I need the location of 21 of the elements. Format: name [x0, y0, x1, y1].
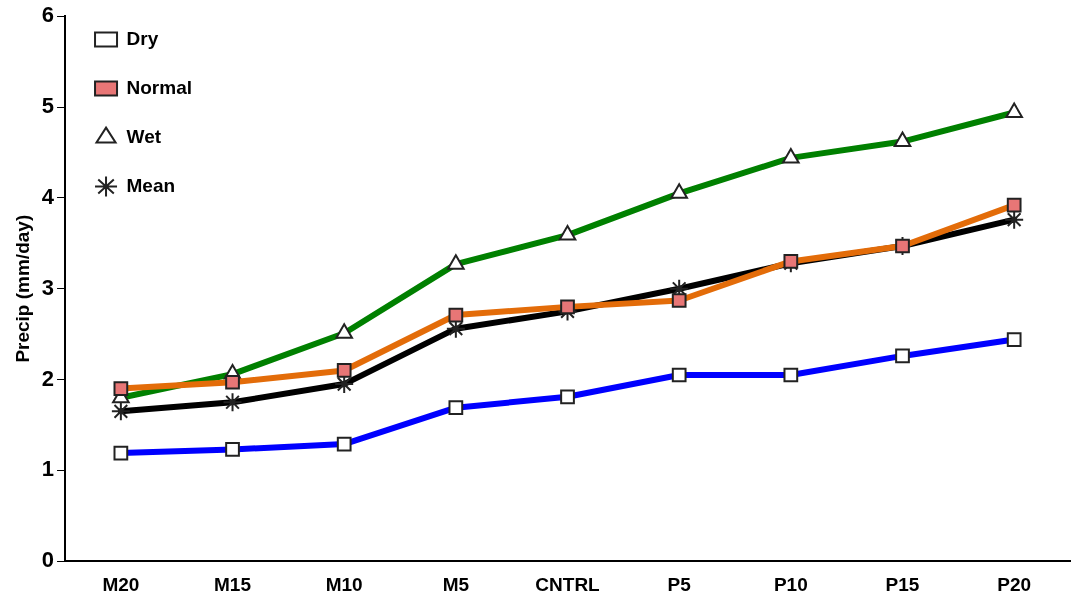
x-tick-label: M5	[442, 573, 470, 595]
y-tick-label: 5	[41, 93, 55, 119]
legend-label: Normal	[126, 76, 192, 98]
y-tick-label: 6	[41, 2, 55, 28]
x-tick-label: M10	[325, 573, 363, 595]
y-tick-label: 3	[41, 274, 55, 300]
legend-label: Mean	[126, 174, 176, 196]
x-tick-label: M15	[214, 573, 252, 595]
legend-label: Wet	[126, 125, 162, 147]
x-tick-label: M20	[102, 573, 140, 595]
x-tick-label: CNTRL	[535, 573, 601, 595]
x-tick-label: P10	[773, 573, 808, 595]
legend-label: Dry	[126, 27, 159, 49]
x-tick-label: P20	[997, 573, 1032, 595]
x-tick-label: P5	[667, 573, 692, 595]
y-axis-title: Precip (mm/day)	[11, 214, 33, 363]
y-tick-label: 2	[41, 365, 55, 391]
y-tick-label: 4	[41, 183, 55, 209]
y-tick-label: 1	[41, 456, 55, 482]
y-tick-label: 0	[41, 547, 55, 573]
x-tick-label: P15	[885, 573, 920, 595]
